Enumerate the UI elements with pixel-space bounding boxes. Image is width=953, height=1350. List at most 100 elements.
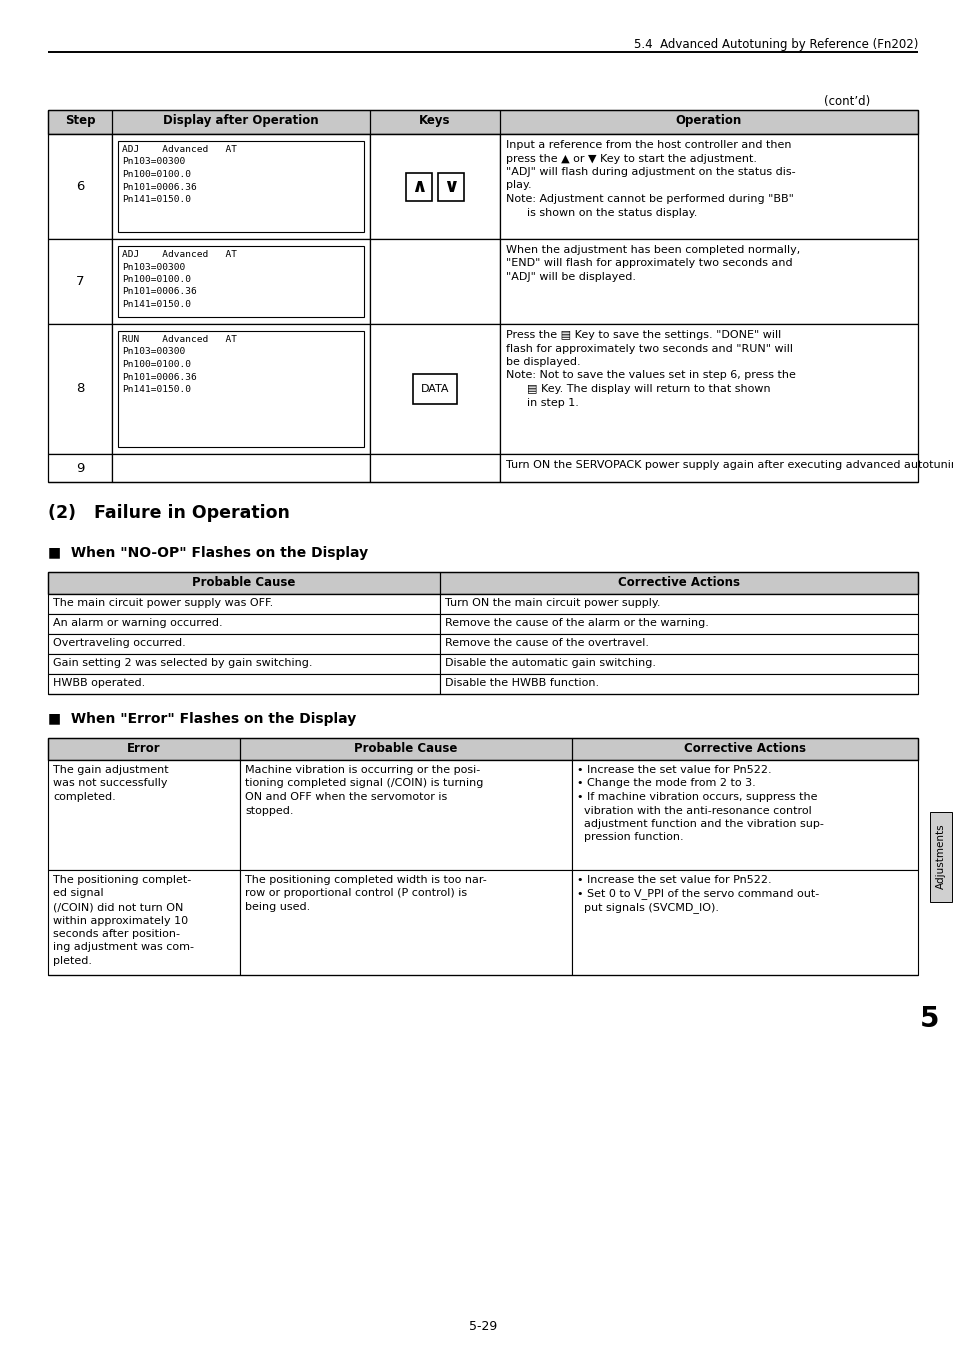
Text: Probable Cause: Probable Cause [354, 743, 457, 755]
Bar [439, 674, 917, 694]
Bar [48, 109, 917, 134]
Text: Step: Step [65, 113, 95, 127]
Bar [413, 374, 456, 404]
Bar [112, 239, 370, 324]
Bar [572, 760, 917, 869]
Text: Input a reference from the host controller and then: Input a reference from the host controll… [505, 140, 791, 150]
Bar [48, 454, 112, 482]
Text: "ADJ" will flash during adjustment on the status dis-: "ADJ" will flash during adjustment on th… [505, 167, 795, 177]
Bar [112, 454, 370, 482]
Text: "ADJ" will be displayed.: "ADJ" will be displayed. [505, 271, 636, 282]
Text: RUN    Advanced   AT: RUN Advanced AT [122, 335, 236, 344]
Text: 5.4  Advanced Autotuning by Reference (Fn202): 5.4 Advanced Autotuning by Reference (Fn… [633, 38, 917, 51]
Bar [572, 869, 917, 975]
Bar [929, 811, 951, 902]
Text: DATA: DATA [420, 383, 449, 394]
Text: press the ▲ or ▼ Key to start the adjustment.: press the ▲ or ▼ Key to start the adjust… [505, 154, 757, 163]
Bar [48, 674, 439, 694]
Text: 6: 6 [75, 180, 84, 193]
Text: Probable Cause: Probable Cause [193, 576, 295, 589]
Text: Note: Adjustment cannot be performed during "BB": Note: Adjustment cannot be performed dur… [505, 194, 793, 204]
Text: stopped.: stopped. [245, 806, 294, 815]
Text: ed signal: ed signal [53, 888, 104, 899]
Text: Disable the HWBB function.: Disable the HWBB function. [444, 678, 598, 688]
Bar [439, 653, 917, 674]
Bar [439, 594, 917, 614]
Text: play.: play. [505, 181, 531, 190]
Text: ON and OFF when the servomotor is: ON and OFF when the servomotor is [245, 792, 447, 802]
Text: Pn141=0150.0: Pn141=0150.0 [122, 194, 191, 204]
Text: Pn101=0006.36: Pn101=0006.36 [122, 288, 196, 297]
Text: Pn100=0100.0: Pn100=0100.0 [122, 360, 191, 369]
Bar [48, 634, 439, 653]
Text: Operation: Operation [675, 113, 741, 127]
Bar [437, 173, 463, 201]
Text: Pn141=0150.0: Pn141=0150.0 [122, 385, 191, 394]
Text: Overtraveling occurred.: Overtraveling occurred. [53, 639, 186, 648]
Text: (2)   Failure in Operation: (2) Failure in Operation [48, 504, 290, 522]
Text: The positioning completed width is too nar-: The positioning completed width is too n… [245, 875, 486, 886]
Bar [118, 246, 364, 317]
Text: Pn103=00300: Pn103=00300 [122, 262, 185, 271]
Text: The main circuit power supply was OFF.: The main circuit power supply was OFF. [53, 598, 273, 608]
Bar [499, 324, 917, 454]
Bar [499, 239, 917, 324]
Text: flash for approximately two seconds and "RUN" will: flash for approximately two seconds and … [505, 343, 792, 354]
Text: ■  When "Error" Flashes on the Display: ■ When "Error" Flashes on the Display [48, 711, 355, 726]
Bar [48, 869, 240, 975]
Text: Pn100=0100.0: Pn100=0100.0 [122, 275, 191, 284]
Bar [406, 173, 432, 201]
Bar [48, 653, 439, 674]
Bar [499, 134, 917, 239]
Bar [112, 134, 370, 239]
Text: ∨: ∨ [442, 177, 458, 196]
Text: • Set 0 to V_PPI of the servo command out-: • Set 0 to V_PPI of the servo command ou… [577, 888, 819, 899]
Text: being used.: being used. [245, 902, 310, 913]
Bar [48, 324, 112, 454]
Text: Remove the cause of the alarm or the warning.: Remove the cause of the alarm or the war… [444, 618, 708, 628]
Text: Remove the cause of the overtravel.: Remove the cause of the overtravel. [444, 639, 648, 648]
Text: ▤ Key. The display will return to that shown: ▤ Key. The display will return to that s… [505, 383, 770, 394]
Text: HWBB operated.: HWBB operated. [53, 678, 145, 688]
Bar [48, 614, 439, 634]
Bar [48, 572, 917, 594]
Text: • Increase the set value for Pn522.: • Increase the set value for Pn522. [577, 765, 771, 775]
Text: ADJ    Advanced   AT: ADJ Advanced AT [122, 144, 236, 154]
Bar [370, 134, 499, 239]
Text: pression function.: pression function. [577, 833, 683, 842]
Text: Press the ▤ Key to save the settings. "DONE" will: Press the ▤ Key to save the settings. "D… [505, 329, 781, 340]
Text: ing adjustment was com-: ing adjustment was com- [53, 942, 193, 953]
Bar [370, 324, 499, 454]
Text: Turn ON the SERVOPACK power supply again after executing advanced autotuning by : Turn ON the SERVOPACK power supply again… [505, 460, 953, 470]
Text: Adjustments: Adjustments [935, 824, 945, 890]
Text: Keys: Keys [418, 113, 450, 127]
Text: Gain setting 2 was selected by gain switching.: Gain setting 2 was selected by gain swit… [53, 657, 313, 668]
Text: Pn101=0006.36: Pn101=0006.36 [122, 182, 196, 192]
Text: Pn141=0150.0: Pn141=0150.0 [122, 300, 191, 309]
Bar [48, 134, 112, 239]
Bar [48, 239, 112, 324]
Bar [240, 869, 572, 975]
Text: seconds after position-: seconds after position- [53, 929, 180, 940]
Text: An alarm or warning occurred.: An alarm or warning occurred. [53, 618, 222, 628]
Text: vibration with the anti-resonance control: vibration with the anti-resonance contro… [577, 806, 811, 815]
Text: The gain adjustment: The gain adjustment [53, 765, 169, 775]
Text: • Change the mode from 2 to 3.: • Change the mode from 2 to 3. [577, 779, 755, 788]
Text: Turn ON the main circuit power supply.: Turn ON the main circuit power supply. [444, 598, 659, 608]
Bar [48, 760, 240, 869]
Text: Display after Operation: Display after Operation [163, 113, 318, 127]
Text: was not successfully: was not successfully [53, 779, 168, 788]
Text: 5: 5 [920, 1004, 939, 1033]
Text: is shown on the status display.: is shown on the status display. [505, 208, 697, 217]
Text: ■  When "NO-OP" Flashes on the Display: ■ When "NO-OP" Flashes on the Display [48, 545, 368, 560]
Text: "END" will flash for approximately two seconds and: "END" will flash for approximately two s… [505, 258, 792, 269]
Bar [370, 454, 499, 482]
Text: ADJ    Advanced   AT: ADJ Advanced AT [122, 250, 236, 259]
Text: ∧: ∧ [411, 177, 427, 196]
Bar [112, 324, 370, 454]
Bar [48, 738, 917, 760]
Bar [499, 454, 917, 482]
Bar [240, 760, 572, 869]
Bar [118, 140, 364, 232]
Text: Corrective Actions: Corrective Actions [618, 576, 740, 589]
